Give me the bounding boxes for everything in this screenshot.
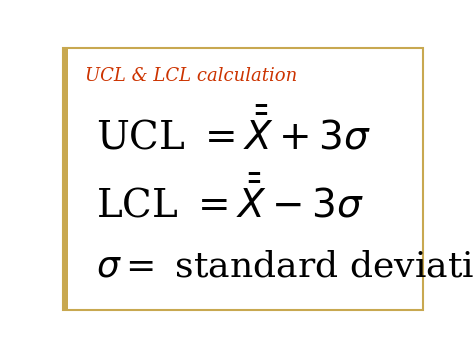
Text: UCL $= \bar{\bar{X}} + 3\sigma$: UCL $= \bar{\bar{X}} + 3\sigma$: [96, 109, 371, 157]
Bar: [63, 48, 68, 311]
Text: UCL & LCL calculation: UCL & LCL calculation: [85, 67, 297, 85]
Text: LCL $= \bar{\bar{X}} - 3\sigma$: LCL $= \bar{\bar{X}} - 3\sigma$: [96, 177, 364, 225]
Text: $\sigma =$ standard deviation: $\sigma =$ standard deviation: [96, 250, 474, 284]
